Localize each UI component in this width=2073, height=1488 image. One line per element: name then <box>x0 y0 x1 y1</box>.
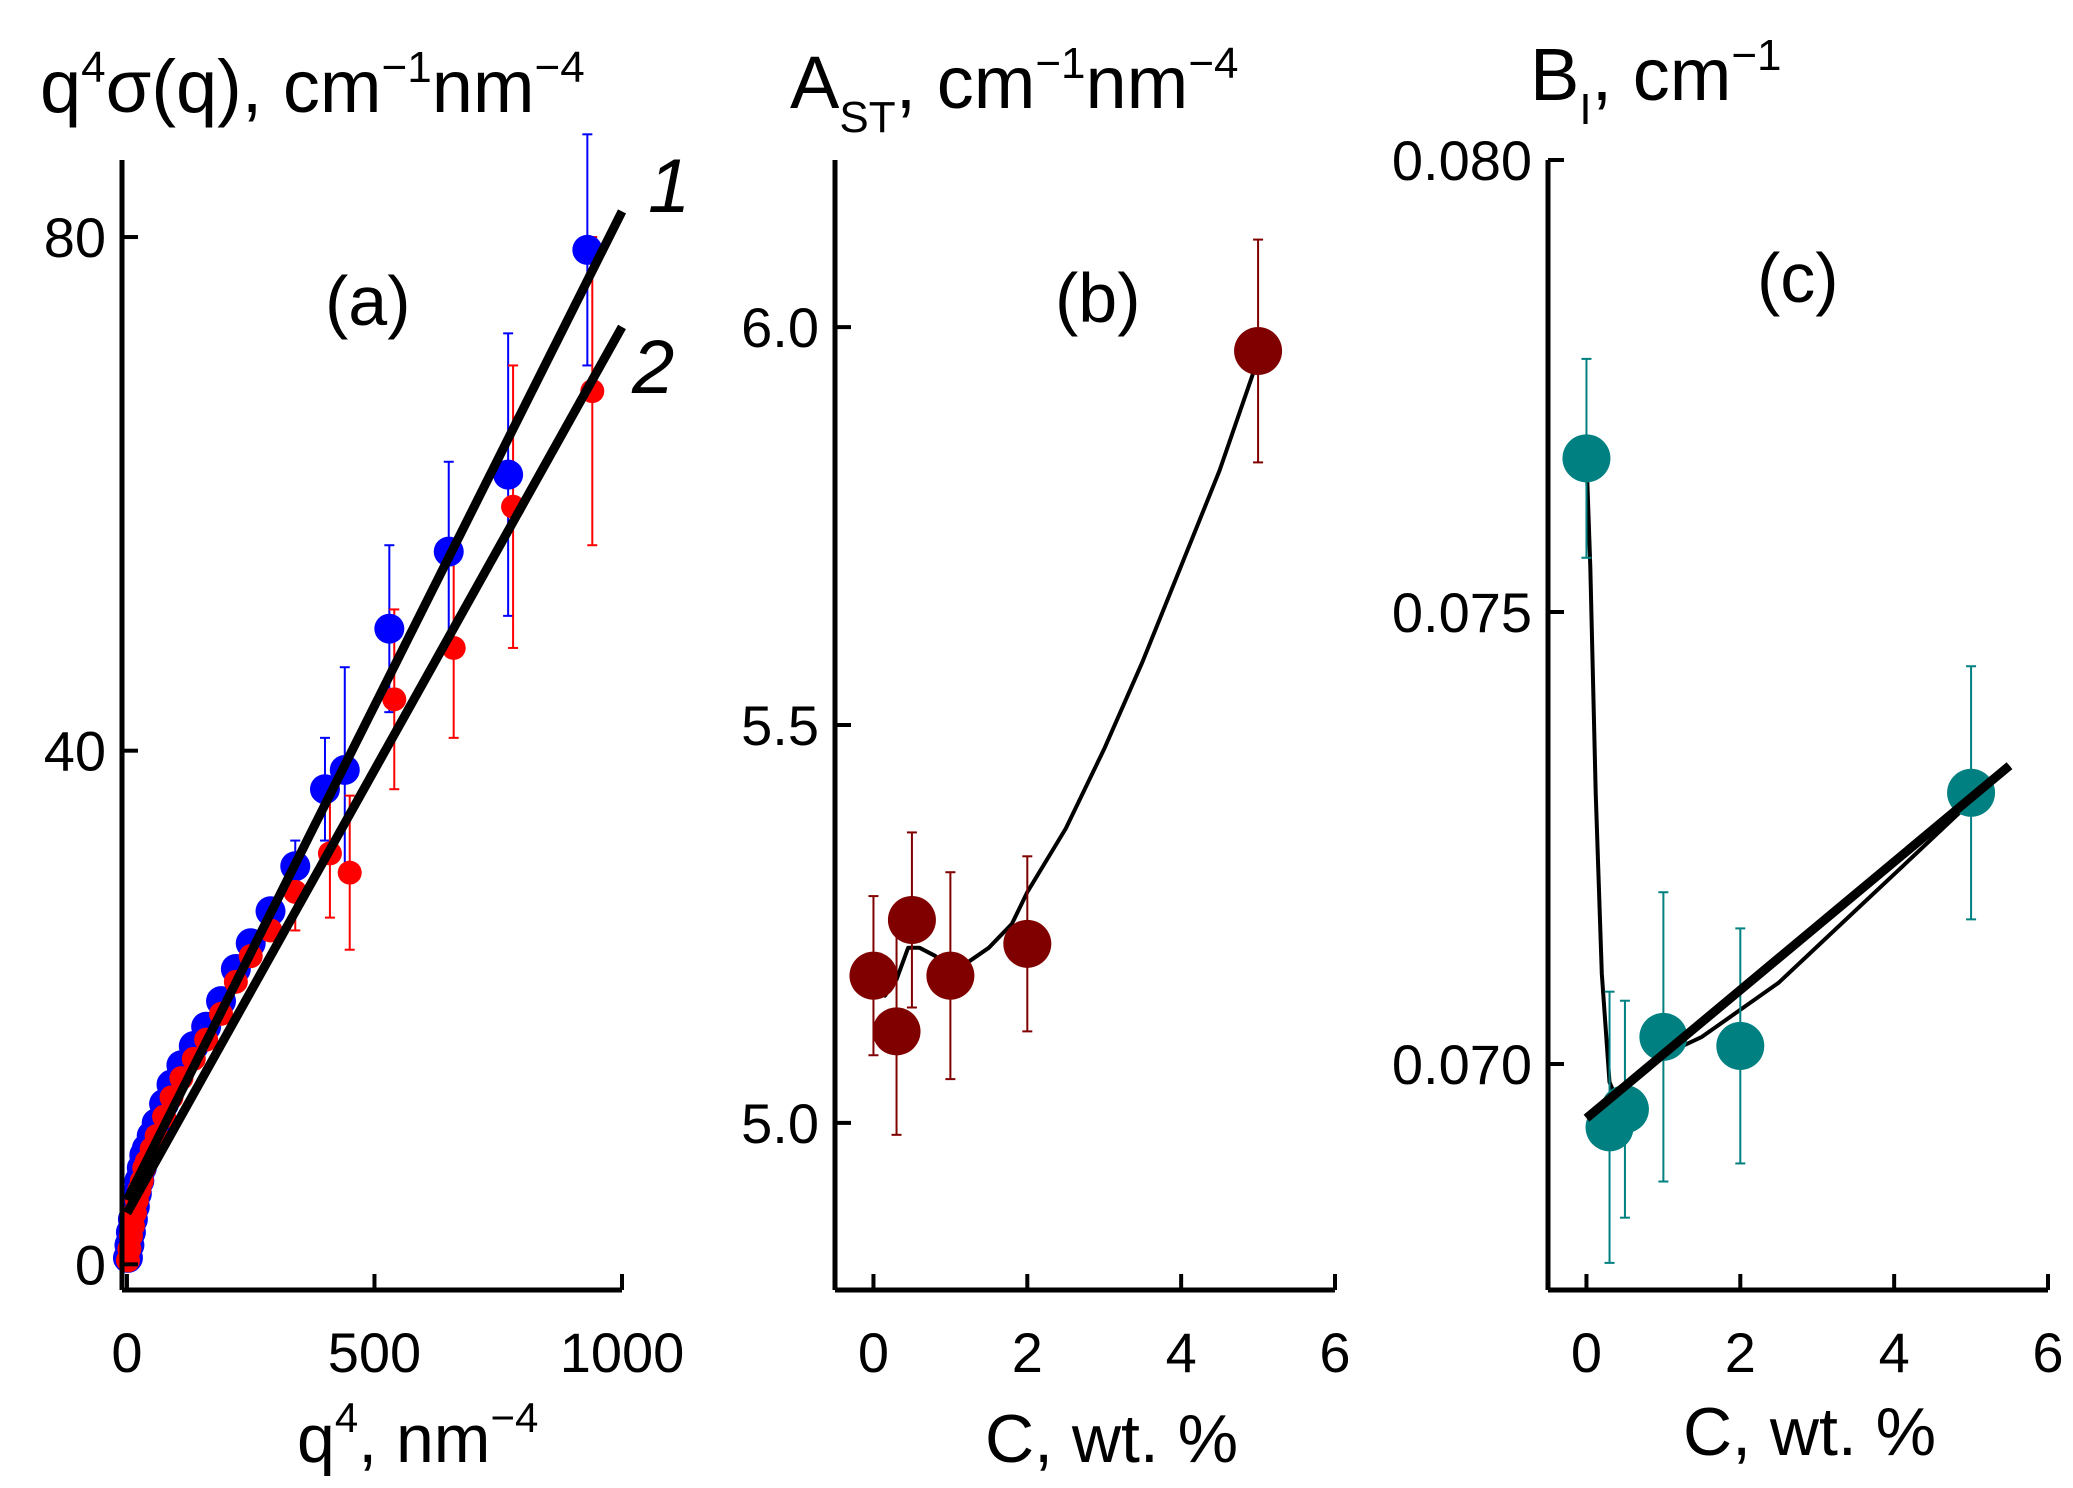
panel-c-points <box>1562 434 1996 1152</box>
panel-c-series-point <box>1716 1021 1765 1070</box>
panel-b-x-tick-label: 6 <box>1319 1321 1350 1384</box>
panel-b-trend-curve <box>871 358 1260 998</box>
panel-b-series-point <box>887 895 936 944</box>
panel-b-title: AST, cm−1nm−4 <box>790 39 1239 142</box>
fit-line-1 <box>122 209 627 1203</box>
panel-c-y-tick-label: 0.075 <box>1392 581 1532 644</box>
panel-b-y-tick-label: 6.0 <box>741 296 819 359</box>
panel-c-x-tick-label: 2 <box>1725 1321 1756 1384</box>
panel-c-fit-line <box>1583 762 2013 1122</box>
panel-b-series-point <box>1234 326 1283 375</box>
panel-b-x-tick-label: 0 <box>858 1321 889 1384</box>
panel-c-x-tick-label: 0 <box>1571 1321 1602 1384</box>
panel-a-y-tick-label: 0 <box>75 1233 106 1296</box>
panel-a-x-tick-label: 0 <box>111 1321 142 1384</box>
panel-b: AST, cm−1nm−4 0 2 4 6 5.0 5.5 6.0 (b) C, wt. % <box>741 39 1350 1477</box>
panel-b-curve <box>871 358 1260 998</box>
panel-c-linear-fit <box>1583 762 2013 1122</box>
panel-a-letter: (a) <box>325 262 411 340</box>
panel-a-fit-lines <box>122 209 627 1216</box>
line-label-1: 1 <box>648 144 690 229</box>
panel-c-trend-curve <box>1584 458 2011 1103</box>
panel-a-x-tick-label: 500 <box>328 1321 421 1384</box>
panel-c-x-tick-label: 4 <box>1879 1321 1910 1384</box>
panel-c-letter: (c) <box>1757 239 1839 317</box>
panel-c: BI, cm−1 0 2 4 6 0.070 0.075 0.080 (c) C, wt. … <box>1392 31 2064 1470</box>
panel-a: q4σ(q), cm−1nm−4 0 500 1000 0 40 80 (a) 1 2 q… <box>40 43 690 1477</box>
panel-c-axes: 0 2 4 6 0.070 0.075 0.080 <box>1392 129 2064 1384</box>
panel-a-axes: 0 500 1000 0 40 80 <box>44 160 685 1384</box>
panel-c-title: BI, cm−1 <box>1530 31 1782 134</box>
blue-series-point <box>493 459 524 490</box>
panel-b-x-tick-label: 4 <box>1166 1321 1197 1384</box>
panel-b-points <box>849 326 1283 1056</box>
panel-b-letter: (b) <box>1055 259 1141 337</box>
panel-c-series-point <box>1562 434 1611 483</box>
panel-a-y-tick-label: 40 <box>44 720 106 783</box>
panel-a-x-tick-label: 1000 <box>560 1321 685 1384</box>
red-series-point <box>382 687 407 712</box>
panel-c-y-tick-label: 0.070 <box>1392 1033 1532 1096</box>
line-label-2: 2 <box>631 325 674 410</box>
panel-b-xlabel: C, wt. % <box>985 1401 1238 1477</box>
blue-series-point <box>374 613 405 644</box>
panel-b-series-point <box>926 951 975 1000</box>
panel-a-title: q4σ(q), cm−1nm−4 <box>40 43 585 128</box>
panel-a-y-tick-label: 80 <box>44 206 106 269</box>
panel-b-series-point <box>872 1007 921 1056</box>
panel-c-series-point <box>1600 1085 1649 1134</box>
panel-b-y-tick-label: 5.0 <box>741 1092 819 1155</box>
fit-line-2 <box>123 324 626 1216</box>
panel-b-error-bars <box>868 238 1264 1136</box>
red-series-point <box>337 860 362 885</box>
panel-b-series-point <box>849 951 898 1000</box>
panel-b-y-tick-label: 5.5 <box>741 694 819 757</box>
panel-c-x-tick-label: 6 <box>2032 1321 2063 1384</box>
panel-c-curve <box>1584 458 2011 1103</box>
panel-c-xlabel: C, wt. % <box>1683 1394 1936 1470</box>
panel-c-y-tick-label: 0.080 <box>1392 129 1532 192</box>
panel-b-x-tick-label: 2 <box>1012 1321 1043 1384</box>
panel-a-xlabel: q4, nm−4 <box>297 1394 538 1477</box>
panel-b-axes: 0 2 4 6 5.0 5.5 6.0 <box>741 160 1351 1384</box>
panel-b-series-point <box>1003 919 1052 968</box>
